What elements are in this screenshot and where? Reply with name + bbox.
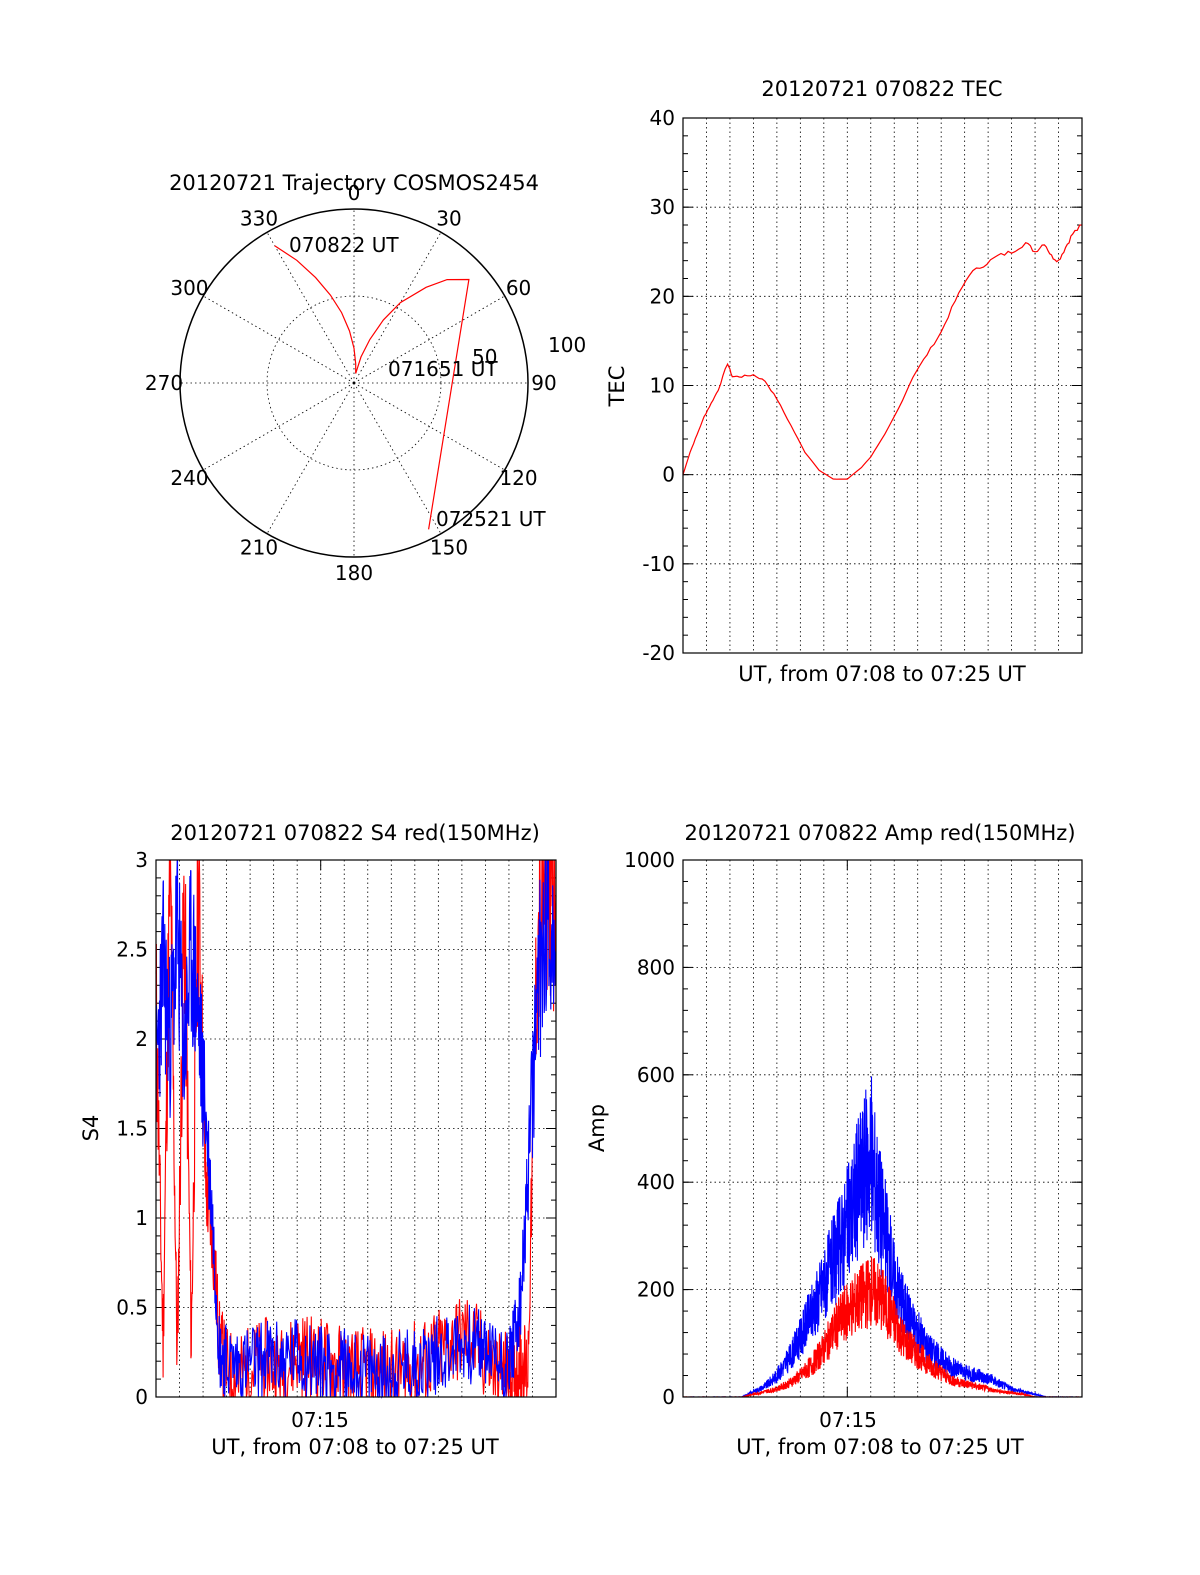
polar-spoke-240: [203, 382, 355, 471]
polar-trajectory-plot: 20120721 Trajectory COSMOS2454 0 30 60 90 12…: [145, 171, 586, 585]
polar-spoke-150: [353, 382, 442, 534]
tec-series-line: [682, 224, 1083, 480]
s4-title: 20120721 070822 S4 red(150MHz): [170, 821, 540, 845]
polar-title: 20120721 Trajectory COSMOS2454: [169, 171, 539, 195]
polar-spoke-30: [353, 232, 442, 384]
y-tick-label--20: -20: [642, 641, 675, 665]
polar-angle-label-30: 30: [436, 206, 461, 230]
polar-spoke-120: [353, 382, 505, 471]
amp-grid: [683, 860, 1082, 1397]
tec-x-label: UT, from 07:08 to 07:25 UT: [738, 662, 1026, 686]
s4-grid: [156, 860, 556, 1397]
y-tick-label-400: 400: [637, 1170, 675, 1194]
y-tick-label-800: 800: [637, 955, 675, 979]
polar-outer-circle: [179, 208, 529, 558]
amp-y-label: Amp: [585, 1104, 609, 1152]
trajectory-line: [274, 245, 470, 530]
y-tick-label-30: 30: [650, 195, 675, 219]
s4-plot: 20120721 070822 S4 red(150MHz) 0 0.5 1 1.5 2…: [79, 821, 557, 1459]
amp-plot: 20120721 070822 Amp red(150MHz) 0 200 400 6…: [585, 821, 1083, 1459]
polar-angle-labels: 0 30 60 90 120 150 180 210 240 270 300 330: [145, 181, 557, 585]
s4-frame: [155, 859, 557, 1398]
tec-frame: [682, 117, 1083, 654]
polar-angle-label-240: 240: [170, 466, 208, 490]
polar-angle-label-0: 0: [348, 181, 361, 205]
tec-grid: [683, 118, 1082, 653]
y-tick-label-40: 40: [650, 106, 675, 130]
y-tick-label-600: 600: [637, 1063, 675, 1087]
y-tick-label-3: 3: [135, 848, 148, 872]
polar-grid: [179, 208, 529, 558]
polar-spoke-330: [266, 232, 355, 384]
y-tick-label-2: 2: [135, 1027, 148, 1051]
polar-angle-label-330: 330: [240, 206, 278, 230]
polar-angle-label-60: 60: [506, 276, 531, 300]
amp-x-label: UT, from 07:08 to 07:25 UT: [736, 1435, 1024, 1459]
trajectory-mid-label: 071651 UT: [388, 357, 498, 381]
trajectory-end-label: 072521 UT: [436, 507, 546, 531]
polar-radius-label-50: 50: [472, 345, 497, 369]
amp-y-ticks: 0 200 400 600 800 1000: [624, 848, 1082, 1409]
polar-angle-label-270: 270: [145, 371, 183, 395]
polar-angle-label-120: 120: [499, 466, 537, 490]
y-tick-label-1.5: 1.5: [116, 1117, 148, 1141]
y-tick-label-200: 200: [637, 1278, 675, 1302]
amp-red-series: [682, 1256, 1082, 1398]
y-tick-label--10: -10: [642, 552, 675, 576]
y-tick-label-1000: 1000: [624, 848, 675, 872]
polar-angle-label-180: 180: [335, 561, 373, 585]
y-tick-label-20: 20: [650, 284, 675, 308]
polar-angle-label-150: 150: [430, 536, 468, 560]
amp-frame: [682, 859, 1083, 1398]
amp-x-tick-0715: 07:15: [819, 1408, 877, 1432]
s4-blue-series: [155, 859, 557, 1399]
y-tick-label-0: 0: [135, 1385, 148, 1409]
y-tick-label-0: 0: [662, 463, 675, 487]
polar-spoke-300: [203, 295, 355, 384]
polar-radius-label-100: 100: [548, 333, 586, 357]
amp-title: 20120721 070822 Amp red(150MHz): [684, 821, 1075, 845]
tec-title: 20120721 070822 TEC: [761, 77, 1002, 101]
polar-angle-label-300: 300: [170, 276, 208, 300]
tec-plot: 20120721 070822 TEC -20 -10 0 10 20 30 40 UT, …: [605, 77, 1083, 686]
s4-y-ticks: 0 0.5 1 1.5 2 2.5 3: [116, 848, 556, 1409]
y-tick-label-1: 1: [135, 1206, 148, 1230]
s4-x-label: UT, from 07:08 to 07:25 UT: [211, 1435, 499, 1459]
polar-spoke-60: [353, 295, 505, 384]
amp-blue-series: [683, 1076, 1083, 1398]
y-tick-label-0: 0: [662, 1385, 675, 1409]
y-tick-label-10: 10: [650, 374, 675, 398]
polar-angle-label-90: 90: [531, 371, 556, 395]
y-tick-label-0.5: 0.5: [116, 1296, 148, 1320]
s4-y-label: S4: [79, 1115, 103, 1142]
tec-y-label: TEC: [605, 366, 629, 408]
s4-x-tick-0715: 07:15: [291, 1408, 349, 1432]
polar-spoke-210: [266, 382, 355, 534]
trajectory-start-label: 070822 UT: [289, 233, 399, 257]
y-tick-label-2.5: 2.5: [116, 938, 148, 962]
polar-angle-label-210: 210: [240, 536, 278, 560]
